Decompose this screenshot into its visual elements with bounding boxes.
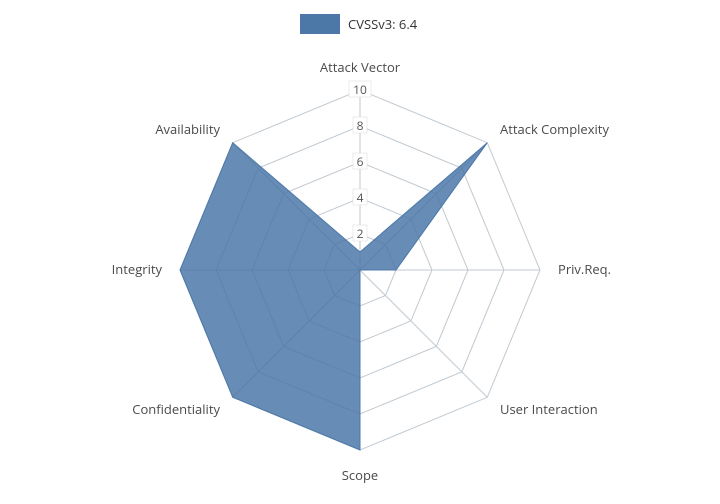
tick-label: 4 xyxy=(357,189,364,206)
tick-label: 6 xyxy=(357,153,364,170)
axis-label: Attack Complexity xyxy=(500,120,609,138)
legend-swatch xyxy=(300,14,340,34)
tick-label: 2 xyxy=(357,225,364,242)
legend-label: CVSSv3: 6.4 xyxy=(348,15,418,33)
axis-label: Confidentiality xyxy=(132,400,220,418)
axis-label: Integrity xyxy=(112,260,163,278)
tick-label: 8 xyxy=(357,117,364,134)
axis-label: User Interaction xyxy=(500,400,598,418)
radar-chart: 2 4 6 8 10 Attack Vector Attack Complexity Priv… xyxy=(0,0,720,504)
axis-label: Priv.Req. xyxy=(558,260,611,278)
axis-label: Availability xyxy=(155,120,220,138)
axis-label: Scope xyxy=(342,466,378,484)
tick-label: 10 xyxy=(353,81,367,98)
axis-label: Attack Vector xyxy=(320,58,401,76)
